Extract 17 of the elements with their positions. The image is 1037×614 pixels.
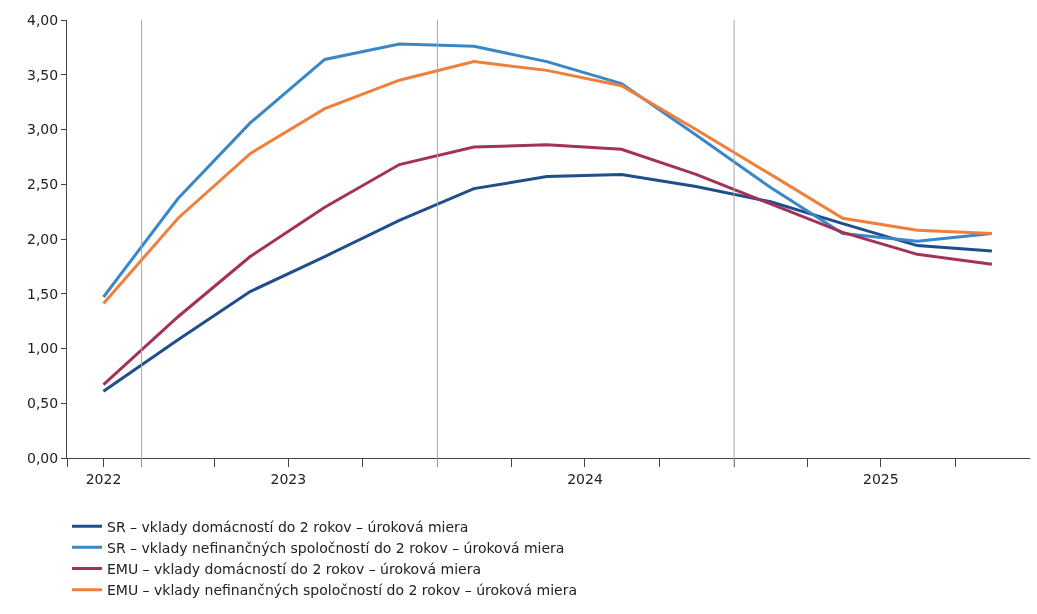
y-tick-label: 3,50 — [27, 66, 59, 83]
legend-label: SR – vklady nefinančných spoločností do 2 rokov – úroková miera — [107, 539, 565, 556]
y-tick-label: 0,50 — [27, 395, 59, 412]
legend-label: SR – vklady domácností do 2 rokov – úroková miera — [107, 518, 469, 535]
y-tick-label: 2,50 — [27, 176, 59, 193]
y-tick-label: 0,00 — [27, 449, 59, 466]
y-tick-label: 1,00 — [27, 340, 59, 357]
x-tick-label: 2024 — [567, 470, 603, 487]
y-tick-label: 2,00 — [27, 230, 59, 247]
y-tick-label: 3,00 — [27, 121, 59, 138]
y-tick-label: 1,50 — [27, 285, 59, 302]
x-tick-label: 2022 — [85, 470, 122, 487]
y-tick-label: 4,00 — [27, 11, 59, 28]
x-tick-label: 2023 — [270, 470, 307, 487]
legend-label: EMU – vklady domácností do 2 rokov – úroková miera — [107, 561, 481, 578]
x-tick-label: 2025 — [863, 470, 899, 487]
legend-label: EMU – vklady nefinančných spoločností do 2 rokov – úroková miera — [107, 582, 578, 599]
